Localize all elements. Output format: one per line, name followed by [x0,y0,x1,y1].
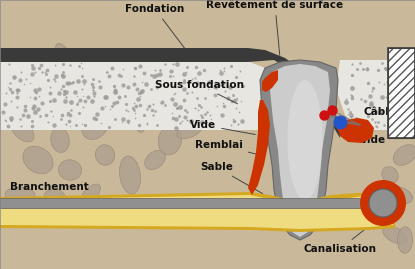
Circle shape [369,189,397,217]
Ellipse shape [23,146,53,174]
Text: Branchement: Branchement [10,182,89,192]
Polygon shape [0,192,395,232]
Polygon shape [262,70,278,92]
Ellipse shape [17,54,43,82]
Text: Fondation: Fondation [125,4,193,60]
Ellipse shape [387,186,413,204]
Ellipse shape [288,80,322,200]
Ellipse shape [375,207,395,222]
Text: Revêtement de surface: Revêtement de surface [206,0,344,55]
Polygon shape [0,60,300,130]
Ellipse shape [138,51,162,79]
Ellipse shape [382,167,398,183]
Polygon shape [0,48,248,62]
Ellipse shape [398,227,413,253]
Ellipse shape [145,150,165,170]
Polygon shape [260,60,338,240]
Ellipse shape [177,121,203,139]
Ellipse shape [120,156,141,194]
Polygon shape [248,100,270,195]
Ellipse shape [81,111,109,140]
Ellipse shape [59,160,82,180]
Polygon shape [270,64,330,237]
Polygon shape [337,118,374,143]
Ellipse shape [10,118,34,142]
Text: Vide: Vide [190,120,255,134]
Polygon shape [248,48,340,138]
Text: Sous fondation: Sous fondation [155,80,244,104]
Bar [388,48,415,138]
Ellipse shape [174,64,196,95]
Ellipse shape [189,90,211,110]
Ellipse shape [383,226,408,244]
Ellipse shape [95,145,115,165]
Ellipse shape [55,44,75,72]
Ellipse shape [51,128,69,153]
Ellipse shape [133,98,147,132]
Ellipse shape [100,59,120,81]
Polygon shape [0,195,393,229]
Ellipse shape [15,80,42,110]
Ellipse shape [158,125,182,155]
Polygon shape [338,60,415,130]
Polygon shape [0,198,395,208]
Text: Vide: Vide [360,135,386,145]
Ellipse shape [80,184,100,206]
Bar [388,48,415,138]
Ellipse shape [393,145,415,165]
Wedge shape [360,180,406,226]
Ellipse shape [69,77,91,98]
Text: Câbles: Câbles [363,107,402,117]
Text: Canalisation: Canalisation [303,217,381,254]
Ellipse shape [44,98,66,118]
Ellipse shape [5,187,35,203]
Ellipse shape [44,189,66,211]
Text: Sable: Sable [200,162,263,194]
Text: Remblai: Remblai [195,140,257,154]
